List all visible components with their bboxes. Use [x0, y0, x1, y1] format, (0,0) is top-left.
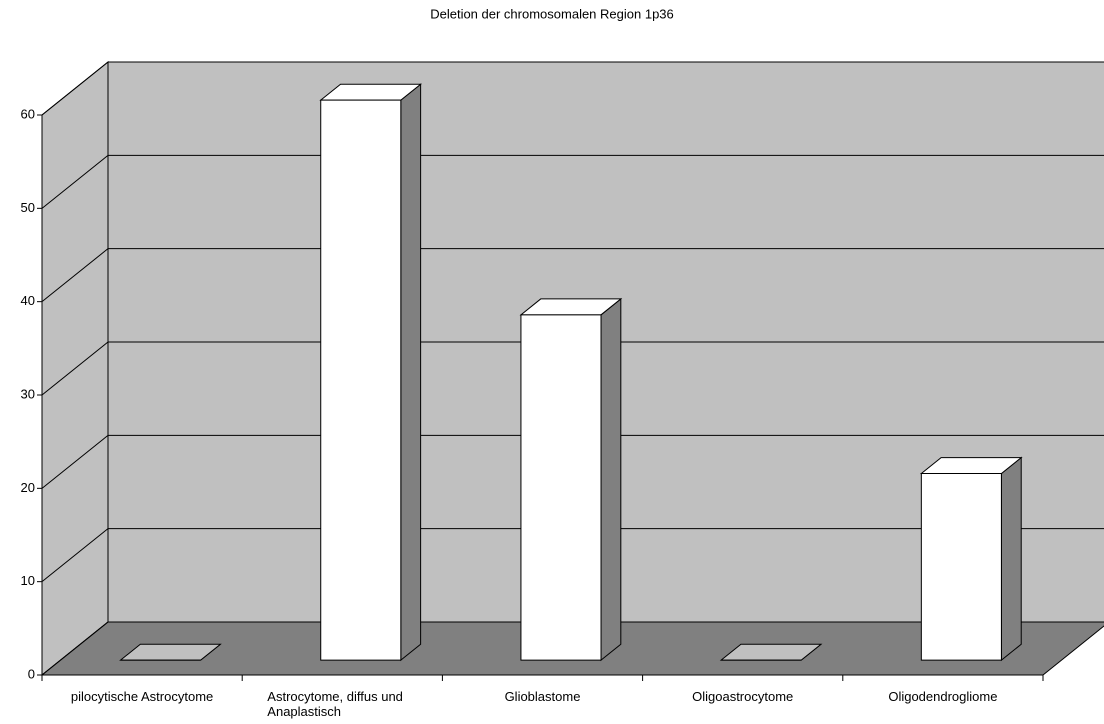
y-tick-label: 0 [28, 666, 35, 681]
y-tick-label: 60 [21, 106, 35, 121]
grid-side [41, 61, 109, 116]
x-tick-label: Oligodendrogliome [888, 689, 998, 704]
bar-side [600, 297, 622, 662]
bar [519, 297, 623, 662]
grid-side [41, 154, 109, 209]
y-tick-label: 20 [21, 480, 35, 495]
bar [919, 456, 1023, 662]
x-tick-label: Astrocytome, diffus und Anaplastisch [267, 689, 403, 719]
chart-title: Deletion der chromosomalen Region 1p36 [430, 6, 674, 21]
grid-side [41, 528, 109, 583]
x-tick-label: Glioblastome [504, 689, 581, 704]
bar-front [920, 472, 1002, 661]
x-tick-label: Oligoastrocytome [692, 689, 794, 704]
bar-side [400, 83, 422, 662]
grid-line [41, 61, 1104, 116]
bar-side [1000, 456, 1022, 662]
y-tick-label: 40 [21, 293, 35, 308]
grid-side [41, 341, 109, 396]
bar [119, 643, 222, 661]
x-tick-label: pilocytische Astrocytome [70, 689, 214, 704]
bar-front [520, 314, 602, 661]
y-tick-label: 30 [21, 386, 35, 401]
grid-side [41, 434, 109, 489]
bar [719, 643, 823, 661]
grid-line [41, 248, 1104, 303]
bar-front [320, 99, 402, 661]
grid-side [41, 248, 109, 303]
grid-line [41, 154, 1104, 209]
bar [319, 83, 423, 662]
y-tick-label: 10 [21, 573, 35, 588]
grid-side [41, 621, 109, 676]
y-tick-label: 50 [21, 200, 35, 215]
